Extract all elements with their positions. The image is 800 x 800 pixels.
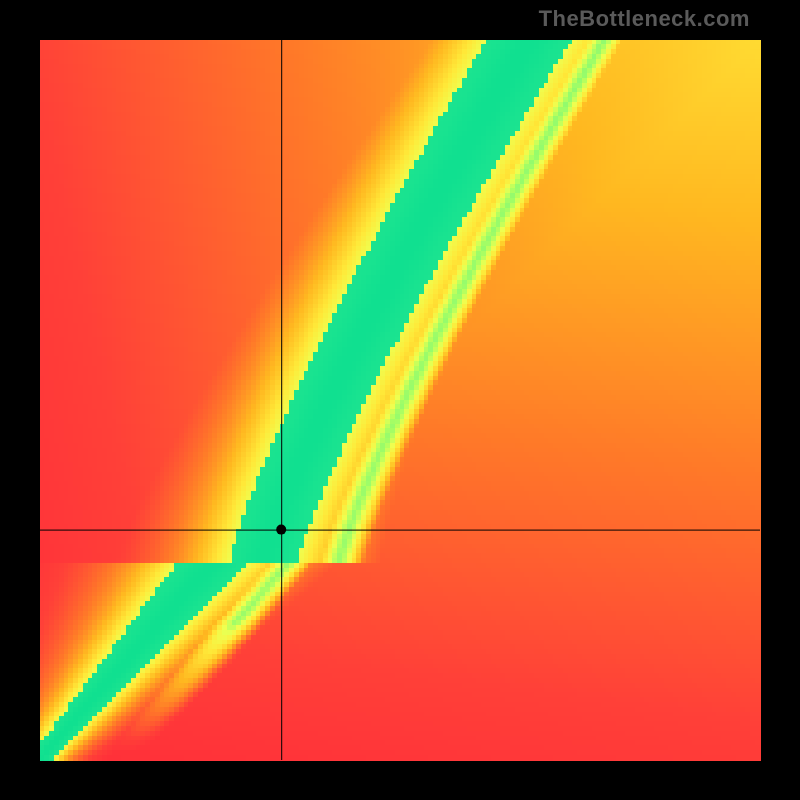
watermark-text: TheBottleneck.com (539, 6, 750, 32)
bottleneck-heatmap (0, 0, 800, 800)
chart-container: TheBottleneck.com (0, 0, 800, 800)
